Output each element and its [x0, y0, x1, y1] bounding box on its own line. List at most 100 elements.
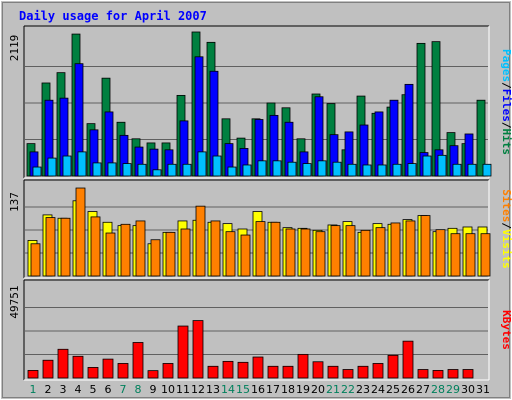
- x-tick-day-9: 9: [150, 383, 157, 396]
- series-sites: [30, 187, 491, 277]
- x-tick-day-30: 30: [461, 383, 475, 396]
- x-tick-day-13: 13: [206, 383, 220, 396]
- panel-kbytes: 49751 KBytes: [8, 279, 512, 381]
- bar-pages-day-15: [242, 164, 252, 177]
- legend-item-hits: Hits: [500, 129, 512, 156]
- x-tick-day-23: 23: [356, 383, 370, 396]
- legend: KBytes: [500, 310, 512, 350]
- bar-kbytes-day-30: [462, 369, 474, 379]
- x-tick-day-4: 4: [75, 383, 82, 396]
- bar-sites-day-25: [390, 222, 401, 277]
- bar-sites-day-29: [450, 233, 461, 277]
- bar-kbytes-day-1: [27, 370, 39, 379]
- chart-title: Daily usage for April 2007: [19, 9, 207, 23]
- bar-kbytes-day-16: [252, 356, 264, 379]
- legend: Sites/Visits: [500, 189, 512, 269]
- bar-pages-day-13: [212, 155, 222, 177]
- bar-pages-day-18: [287, 161, 297, 177]
- x-tick-day-2: 2: [45, 383, 52, 396]
- x-tick-day-11: 11: [176, 383, 190, 396]
- bar-sites-day-13: [210, 220, 221, 277]
- x-tick-day-18: 18: [281, 383, 295, 396]
- x-tick-day-24: 24: [371, 383, 385, 396]
- x-tick-day-21: 21: [326, 383, 340, 396]
- bar-kbytes-day-24: [372, 363, 384, 379]
- bar-pages-day-23: [362, 164, 372, 177]
- legend-separator: /: [500, 222, 512, 229]
- bar-pages-day-14: [227, 166, 237, 177]
- x-tick-day-5: 5: [90, 383, 97, 396]
- x-tick-day-25: 25: [386, 383, 400, 396]
- bar-kbytes-day-28: [432, 370, 444, 379]
- bar-pages-day-16: [257, 160, 267, 177]
- x-tick-day-16: 16: [251, 383, 265, 396]
- x-tick-day-8: 8: [135, 383, 142, 396]
- y-max-label: 49751: [8, 285, 21, 318]
- bar-sites-day-17: [270, 221, 281, 277]
- x-tick-day-7: 7: [120, 383, 127, 396]
- bar-hits-day-31: [476, 99, 486, 177]
- bar-kbytes-day-5: [87, 367, 99, 379]
- y-max-label: 137: [8, 192, 21, 212]
- bar-sites-day-20: [315, 231, 326, 277]
- bar-sites-day-2: [45, 217, 56, 277]
- bar-kbytes-day-8: [132, 342, 144, 379]
- bar-kbytes-day-10: [162, 363, 174, 379]
- bar-kbytes-day-14: [222, 360, 234, 379]
- bar-kbytes-day-15: [237, 361, 249, 379]
- bar-sites-day-26: [405, 220, 416, 277]
- legend-item-visits: Visits: [500, 229, 512, 269]
- bar-pages-day-9: [152, 169, 162, 177]
- bar-pages-day-17: [272, 160, 282, 177]
- bar-pages-day-6: [107, 162, 117, 177]
- bar-sites-day-19: [300, 228, 311, 277]
- x-tick-day-17: 17: [266, 383, 280, 396]
- bar-pages-day-27: [422, 155, 432, 177]
- bar-pages-day-2: [47, 157, 57, 177]
- y-max-label: 2119: [8, 35, 21, 62]
- bar-sites-day-31: [480, 233, 491, 277]
- bar-kbytes-day-13: [207, 365, 219, 379]
- bar-sites-day-28: [435, 229, 446, 277]
- panels: 2119 Pages/Files/Hits 137 Sites/Visits 49751…: [8, 25, 512, 381]
- bar-files-day-26: [404, 83, 414, 177]
- x-tick-day-20: 20: [311, 383, 325, 396]
- bar-sites-day-18: [285, 228, 296, 277]
- bar-pages-day-1: [32, 166, 42, 177]
- x-tick-day-3: 3: [60, 383, 67, 396]
- bar-sites-day-14: [225, 231, 236, 277]
- bar-kbytes-day-23: [357, 365, 369, 379]
- bar-kbytes-day-22: [342, 369, 354, 379]
- bar-kbytes-day-7: [117, 363, 129, 379]
- bar-kbytes-day-12: [192, 320, 204, 379]
- bar-pages-day-5: [92, 162, 102, 177]
- x-tick-day-14: 14: [221, 383, 235, 396]
- bar-pages-day-31: [482, 163, 492, 177]
- x-tick-day-31: 31: [476, 383, 490, 396]
- bar-sites-day-12: [195, 205, 206, 277]
- bar-sites-day-15: [240, 234, 251, 277]
- x-axis-day-labels: 1 2 3 4 5 6 7 8 9 10 11 12 13 14 15 16 17 18 19 20 21 22 23 24 2…: [30, 383, 491, 396]
- bar-sites-day-10: [165, 231, 176, 277]
- bar-kbytes-day-29: [447, 369, 459, 379]
- series-pages: [32, 151, 492, 177]
- bar-pages-day-28: [437, 154, 447, 177]
- bar-pages-day-29: [452, 163, 462, 177]
- legend: Pages/Files/Hits: [500, 49, 512, 155]
- bar-pages-day-7: [122, 163, 132, 177]
- bar-kbytes-day-6: [102, 358, 114, 379]
- panel-hits_files_pages: 2119 Pages/Files/Hits: [8, 25, 512, 179]
- bar-pages-day-19: [302, 163, 312, 177]
- bar-kbytes-day-25: [387, 354, 399, 379]
- series-kbytes: [27, 320, 474, 379]
- bar-sites-day-16: [255, 221, 266, 277]
- bar-pages-day-30: [467, 163, 477, 177]
- legend-item-pages: Pages: [500, 49, 512, 82]
- bar-kbytes-day-2: [42, 359, 54, 379]
- series-files: [29, 56, 474, 177]
- x-tick-day-6: 6: [105, 383, 112, 396]
- x-tick-day-29: 29: [446, 383, 460, 396]
- bar-sites-day-11: [180, 228, 191, 277]
